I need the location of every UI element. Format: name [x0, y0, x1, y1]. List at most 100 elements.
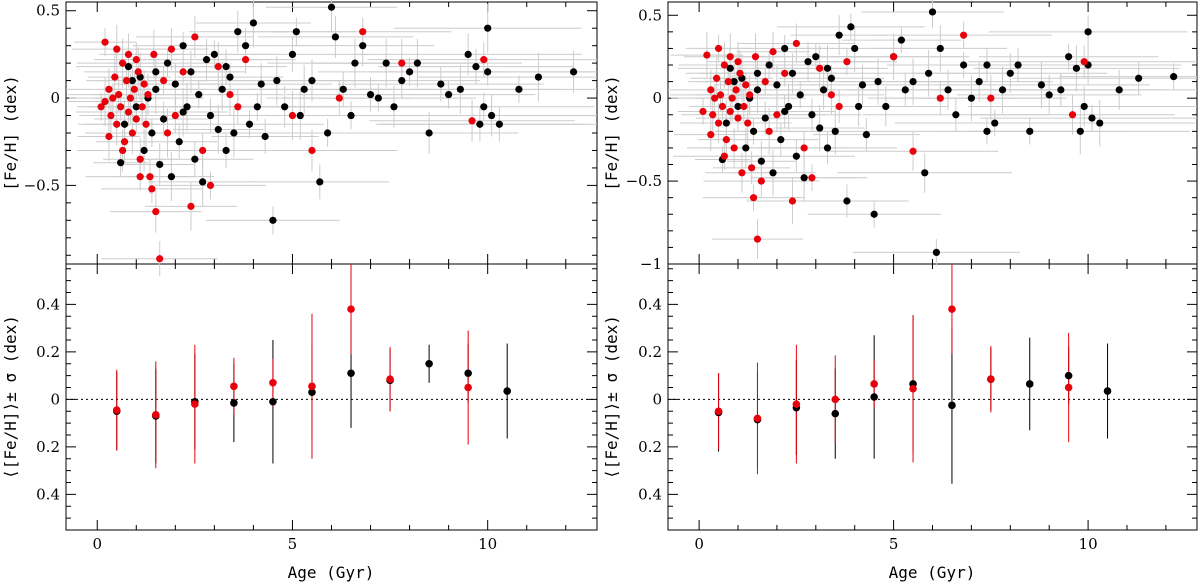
red-data-point [191, 33, 199, 41]
black-data-point [156, 160, 164, 169]
red-data-point [107, 111, 115, 120]
black-data-point [765, 61, 773, 69]
red-data-point [171, 111, 179, 120]
red-data-point [740, 102, 748, 111]
red-data-point [936, 94, 944, 102]
red-data-point [890, 53, 898, 61]
black-data-point [195, 90, 203, 99]
black-data-point [464, 50, 472, 59]
black-data-point [308, 77, 316, 85]
black-data-point [730, 77, 738, 86]
black-data-point [948, 401, 956, 410]
black-data-point [163, 59, 172, 67]
black-data-point [1096, 119, 1104, 127]
black-data-point [835, 31, 843, 39]
x-tick-label-bottom-right: 0 [694, 535, 704, 553]
black-data-point [1076, 127, 1084, 135]
black-data-point [515, 85, 523, 93]
black-data-point [862, 131, 870, 139]
red-data-point [730, 144, 738, 152]
black-data-point [160, 115, 168, 123]
black-data-point [222, 63, 230, 71]
red-data-point [206, 181, 215, 189]
black-data-point [327, 3, 336, 11]
red-data-point [769, 48, 777, 56]
red-data-point [187, 202, 195, 210]
black-data-point [753, 69, 762, 77]
y-tick-label-top-left: −0.5 [24, 176, 60, 194]
red-data-point [101, 38, 109, 46]
black-data-point [800, 174, 808, 182]
red-data-point [707, 131, 715, 139]
red-data-point [720, 152, 729, 160]
red-data-point [709, 111, 717, 119]
red-data-point [140, 80, 148, 88]
red-data-point [152, 411, 160, 419]
red-data-point [152, 208, 160, 216]
red-data-point [800, 144, 808, 152]
red-data-point [136, 173, 144, 181]
red-data-point [788, 197, 797, 205]
black-data-point [1065, 53, 1073, 61]
black-data-point [171, 80, 179, 88]
black-data-point [359, 42, 367, 50]
black-data-point [206, 111, 215, 120]
black-data-point [187, 68, 195, 76]
black-data-point [975, 77, 983, 86]
black-data-point [1115, 86, 1123, 94]
y-tick-label-top-right: −1 [640, 255, 662, 273]
black-data-point [1014, 61, 1022, 69]
red-data-point [480, 56, 488, 64]
black-data-point [816, 124, 824, 132]
red-data-point [835, 102, 843, 111]
chart-marks: 0.5 0 −0.5 0.5 0 −0.5 −1 0.4 0.2 0 0.2 0.4 0 5 10 0.4 0.… [24, 0, 1197, 553]
black-data-point [445, 90, 453, 99]
red-data-point [398, 59, 406, 67]
y-tick-label-bottom-left: 0 [50, 390, 60, 408]
red-data-point [726, 53, 734, 61]
red-data-point [714, 407, 723, 416]
black-data-point [179, 108, 187, 116]
black-data-point [366, 90, 375, 99]
black-data-point [1088, 114, 1096, 122]
red-data-point [214, 63, 222, 71]
red-data-point [122, 77, 131, 85]
black-data-point [960, 61, 968, 69]
black-data-point [308, 388, 316, 397]
black-data-point [405, 68, 414, 76]
black-data-point [769, 169, 777, 177]
black-data-point [152, 85, 160, 93]
black-data-point [1135, 74, 1143, 82]
red-data-point [269, 378, 277, 387]
black-data-point [398, 77, 406, 85]
black-data-point [261, 132, 269, 141]
red-data-point [179, 68, 187, 76]
black-data-point [484, 68, 492, 76]
y-tick-label-bottom-right: 0.2 [638, 438, 662, 456]
x-tick-label-bottom-left: 0 [92, 535, 102, 553]
black-data-point [722, 119, 730, 127]
black-data-point [792, 152, 800, 160]
red-data-point [831, 395, 840, 404]
black-data-point [1025, 380, 1034, 388]
red-data-point [703, 51, 711, 59]
x-axis-label-left: Age (Gyr) [288, 563, 375, 582]
black-data-point [230, 399, 238, 407]
red-data-point [101, 97, 109, 106]
red-data-point [714, 119, 723, 127]
red-data-point [136, 155, 144, 163]
black-data-point [249, 19, 258, 27]
red-data-point [138, 103, 146, 111]
black-data-point [425, 129, 433, 137]
red-data-point [738, 169, 746, 177]
red-data-point [308, 382, 316, 391]
black-data-point [120, 120, 129, 128]
black-data-point [503, 387, 511, 395]
black-data-point [854, 102, 863, 111]
black-data-point [1057, 86, 1065, 94]
red-data-point [146, 173, 154, 181]
red-data-point [199, 146, 207, 155]
black-data-point [1026, 127, 1034, 135]
red-data-point [132, 115, 140, 123]
black-data-point [932, 248, 940, 256]
